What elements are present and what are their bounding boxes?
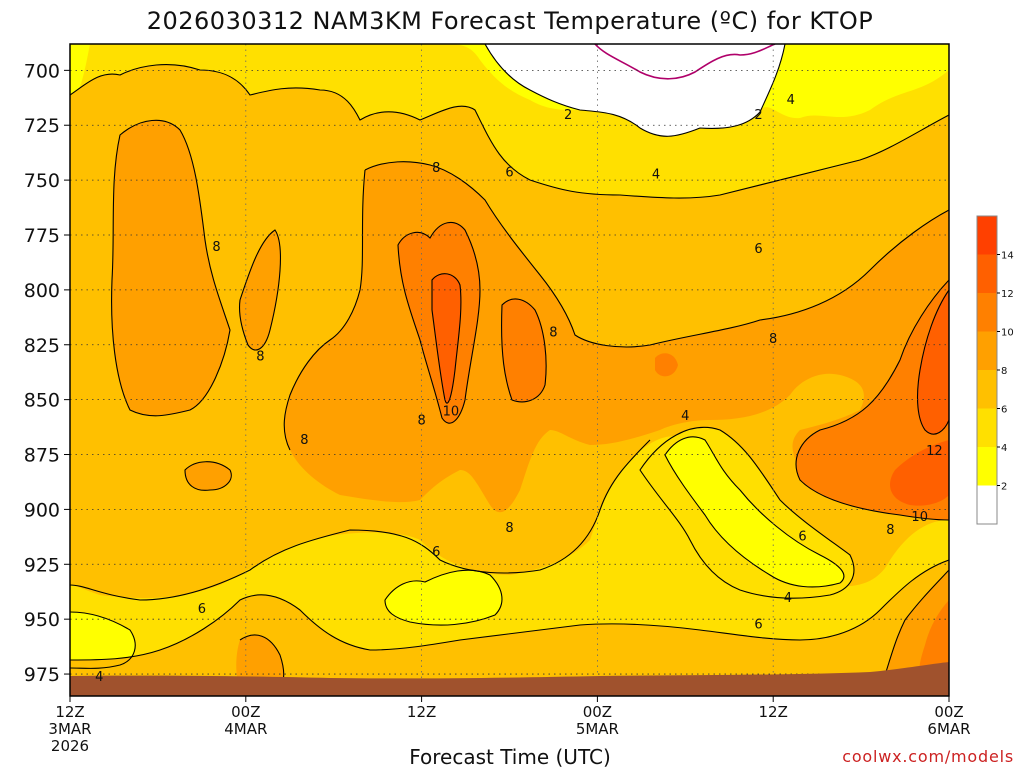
y-tick-label: 725 — [24, 115, 60, 137]
y-tick-label: 850 — [24, 390, 60, 412]
band-8-10-left — [111, 120, 230, 416]
band-0-2-top — [485, 44, 785, 137]
contour-label: 6 — [798, 530, 806, 545]
band-10-12-small — [655, 353, 678, 377]
band-6-8-bottom — [70, 560, 949, 696]
y-axis: 700 725 750 775 800 825 850 875 900 925 950 975 — [24, 60, 70, 686]
y-tick-label: 775 — [24, 225, 60, 247]
contour-label: 12 — [926, 444, 943, 459]
x-tick-label-mid: 4MAR — [224, 720, 267, 738]
x-tick-label-top: 00Z — [583, 703, 612, 721]
terrain-surface — [70, 662, 949, 696]
contour-label: 8 — [256, 350, 264, 365]
contour-label: 4 — [787, 93, 795, 108]
colorbar-tick-label: 14 — [1001, 251, 1014, 262]
contour-label: 6 — [505, 165, 513, 180]
contour-label: 8 — [432, 161, 440, 176]
colorbar-band — [977, 370, 997, 409]
band-12-14-center — [432, 273, 461, 404]
x-tick-label-mid: 6MAR — [927, 720, 970, 738]
band-8-10-bottom — [236, 635, 284, 690]
contour-label: 8 — [505, 521, 513, 536]
colorbar-tick-label: 12 — [1001, 289, 1014, 300]
contour-label: 4 — [784, 591, 792, 606]
y-tick-label: 825 — [24, 335, 60, 357]
contour-label: 6 — [754, 242, 762, 257]
x-tick-label-top: 12Z — [759, 703, 788, 721]
contour-label: 6 — [198, 602, 206, 617]
y-tick-label: 975 — [24, 664, 60, 686]
y-tick-label: 950 — [24, 609, 60, 631]
contour-label: 4 — [652, 168, 660, 183]
contour-label: 6 — [754, 618, 762, 633]
colorbar-band — [977, 331, 997, 370]
y-tick-label: 900 — [24, 499, 60, 521]
y-tick-label: 750 — [24, 170, 60, 192]
band-2-4-right — [665, 436, 844, 587]
contour-label: 10 — [911, 510, 928, 525]
x-tick-label-mid: 3MAR — [48, 720, 91, 738]
contour-label: 8 — [886, 523, 894, 538]
x-tick-label-top: 00Z — [934, 703, 963, 721]
colorbar-band — [977, 408, 997, 447]
contour-label: 8 — [769, 332, 777, 347]
band-2-4-left — [70, 44, 90, 100]
colorbar-tick-label: 2 — [1001, 482, 1007, 493]
y-tick-label: 925 — [24, 554, 60, 576]
contour-label: 6 — [432, 545, 440, 560]
contour-lines — [70, 44, 949, 691]
contour-label: 8 — [549, 326, 557, 341]
contour-label: 4 — [95, 670, 103, 685]
x-tick-label-top: 12Z — [55, 703, 84, 721]
colorbar-band — [977, 216, 997, 255]
band-2-4-bottom-left — [70, 612, 136, 669]
x-tick-label-bot: 2026 — [51, 737, 89, 755]
band-12-14-right — [917, 290, 949, 435]
chart-title: 2026030312 NAM3KM Forecast Temperature (… — [147, 7, 874, 35]
band-8-10-low — [185, 461, 232, 491]
contour-label: 8 — [300, 433, 308, 448]
y-tick-label: 700 — [24, 60, 60, 82]
contour-label: 4 — [681, 409, 689, 424]
x-axis-label: Forecast Time (UTC) — [409, 745, 611, 768]
colorbar-band — [977, 485, 997, 524]
contour-label: 2 — [564, 108, 572, 123]
contour-label: 8 — [417, 413, 425, 428]
band-8-10-left2 — [239, 230, 281, 350]
band-10-12-right — [501, 298, 547, 402]
band-10-12-bottom-right — [919, 600, 949, 678]
colorbar: 2 4 6 8 10 12 14 — [976, 215, 1014, 525]
plot-area — [70, 44, 949, 696]
contour-label: 2 — [754, 108, 762, 123]
zero-contour-line — [594, 44, 776, 80]
contour-labels: 2 2 4 4 6 6 8 8 8 8 8 8 8 10 8 6 6 4 4 6 8 10 12 4 6 — [95, 93, 942, 685]
colorbar-tick-label: 6 — [1001, 405, 1007, 416]
band-2-4-bottom-center — [385, 570, 502, 626]
plot-border — [69, 43, 950, 697]
colorbar-tick-label: 4 — [1001, 443, 1007, 454]
colorbar-band — [977, 254, 997, 293]
y-tick-label: 875 — [24, 445, 60, 467]
x-tick-label-mid: 5MAR — [576, 720, 619, 738]
contour-label: 8 — [212, 240, 220, 255]
x-tick-label-top: 12Z — [407, 703, 436, 721]
credit-text: coolwx.com/models — [842, 747, 1014, 766]
x-tick-label-top: 00Z — [231, 703, 260, 721]
band-12-14-lower-right — [890, 440, 949, 506]
colorbar-band — [977, 293, 997, 332]
colorbar-band — [977, 447, 997, 486]
y-tick-label: 800 — [24, 280, 60, 302]
colorbar-tick-label: 8 — [1001, 366, 1007, 377]
contour-label: 10 — [443, 405, 460, 420]
colorbar-tick-label: 10 — [1001, 328, 1014, 339]
